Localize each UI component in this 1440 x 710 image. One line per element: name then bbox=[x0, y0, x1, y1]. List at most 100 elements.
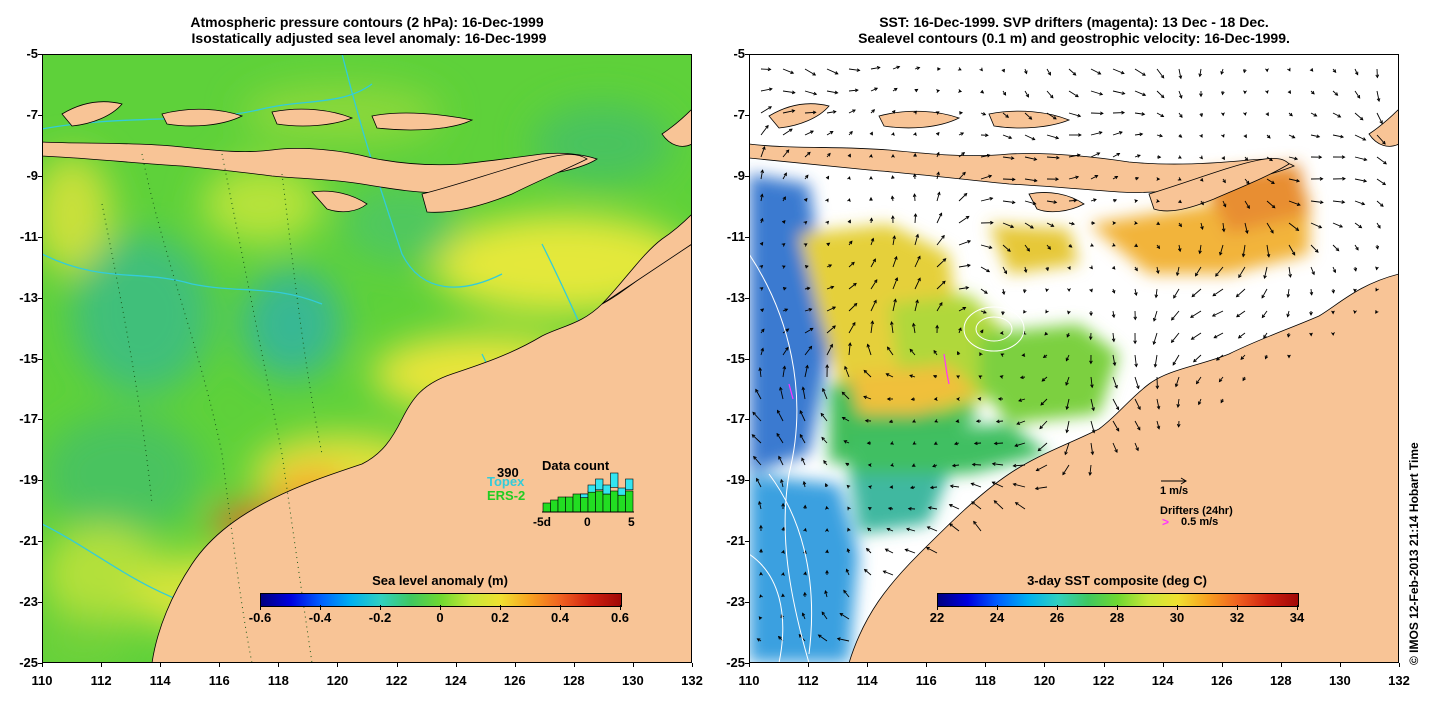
velocity-arrow-head bbox=[785, 149, 790, 154]
velocity-arrow-head bbox=[1311, 271, 1315, 276]
velocity-arrow-head bbox=[1242, 69, 1247, 74]
lat-tick-mark bbox=[745, 297, 749, 299]
velocity-arrow bbox=[973, 521, 982, 532]
velocity-arrow-head bbox=[932, 463, 937, 468]
velocity-arrow-head bbox=[1111, 265, 1116, 270]
velocity-arrow bbox=[804, 328, 814, 334]
velocity-arrow bbox=[760, 194, 763, 202]
velocity-arrow bbox=[1376, 222, 1381, 229]
colorbar-tick-label: 0.4 bbox=[550, 610, 570, 625]
velocity-arrow bbox=[1046, 90, 1054, 99]
velocity-arrow-head bbox=[824, 589, 828, 595]
velocity-arrow bbox=[870, 279, 878, 290]
velocity-arrow-head bbox=[1173, 294, 1177, 299]
velocity-arrow-head bbox=[1091, 429, 1096, 434]
velocity-arrow-head bbox=[986, 153, 991, 158]
velocity-arrow-head bbox=[904, 548, 909, 552]
velocity-arrow-head bbox=[882, 570, 887, 574]
colorbar-tick-mark bbox=[380, 605, 381, 610]
velocity-arrow-head bbox=[1178, 75, 1183, 80]
map-frame bbox=[749, 54, 1399, 663]
velocity-arrow-head bbox=[1375, 310, 1379, 314]
lat-tick-mark bbox=[745, 663, 749, 664]
colorbar-tick-mark bbox=[320, 605, 321, 610]
velocity-arrow-head bbox=[915, 299, 919, 304]
velocity-arrow bbox=[848, 343, 851, 356]
velocity-arrow-head bbox=[1116, 152, 1121, 157]
velocity-arrow bbox=[1068, 176, 1079, 180]
velocity-arrow-head bbox=[1156, 425, 1161, 430]
velocity-arrow-head bbox=[1152, 341, 1157, 345]
lon-tick-mark bbox=[219, 663, 221, 667]
velocity-arrow bbox=[1156, 90, 1165, 98]
velocity-arrow bbox=[826, 325, 836, 334]
velocity-arrow bbox=[1176, 266, 1180, 276]
velocity-arrow-head bbox=[1178, 134, 1183, 138]
velocity-arrow bbox=[870, 258, 876, 268]
velocity-arrow-head bbox=[1264, 355, 1269, 360]
velocity-arrow-head bbox=[1135, 176, 1140, 181]
velocity-arrow-head bbox=[958, 327, 962, 332]
colorbar-tick-mark bbox=[1057, 605, 1058, 610]
velocity-arrow-head bbox=[1218, 378, 1223, 383]
velocity-arrow-head bbox=[809, 327, 814, 332]
velocity-arrow-head bbox=[847, 198, 851, 202]
velocity-arrow bbox=[821, 611, 828, 620]
drifter-legend-speed: 0.5 m/s bbox=[1181, 516, 1219, 528]
velocity-arrow-head bbox=[980, 90, 985, 94]
velocity-arrow-head bbox=[1265, 68, 1269, 73]
velocity-arrow bbox=[782, 68, 794, 74]
velocity-arrow-head bbox=[989, 196, 994, 201]
velocity-arrow bbox=[804, 68, 816, 76]
velocity-arrow-head bbox=[817, 634, 822, 638]
velocity-arrow-head bbox=[1114, 449, 1118, 454]
velocity-arrow bbox=[1171, 332, 1180, 343]
velocity-arrow-head bbox=[1001, 291, 1006, 296]
velocity-arrow bbox=[870, 66, 880, 70]
velocity-arrow-head bbox=[1331, 289, 1336, 294]
velocity-arrow bbox=[1244, 200, 1250, 209]
velocity-arrow bbox=[892, 236, 896, 246]
velocity-arrow-head bbox=[1287, 90, 1292, 94]
velocity-arrow-head bbox=[803, 220, 808, 225]
land-masses bbox=[42, 101, 692, 663]
velocity-arrow-head bbox=[938, 212, 943, 217]
velocity-arrow-head bbox=[1246, 180, 1250, 185]
velocity-arrow bbox=[958, 287, 969, 290]
velocity-arrow bbox=[1287, 288, 1290, 298]
colorbar-tick-label: 24 bbox=[989, 610, 1005, 625]
velocity-arrow-head bbox=[988, 245, 993, 250]
velocity-arrow-head bbox=[891, 109, 896, 114]
velocity-arrow-head bbox=[1235, 293, 1240, 298]
velocity-arrow-head bbox=[1112, 221, 1117, 225]
velocity-arrow-head bbox=[1073, 198, 1078, 203]
velocity-arrow bbox=[1002, 266, 1007, 274]
velocity-arrow-head bbox=[965, 286, 970, 290]
sea-level-anomaly-map bbox=[42, 54, 692, 663]
velocity-arrow-head bbox=[1266, 134, 1271, 139]
velocity-arrow-head bbox=[808, 307, 813, 312]
sst-map bbox=[749, 54, 1399, 663]
velocity-arrow-head bbox=[1091, 221, 1096, 225]
sst-field bbox=[749, 164, 1309, 663]
velocity-arrow-head bbox=[1014, 502, 1019, 506]
velocity-arrow-head bbox=[892, 235, 896, 240]
velocity-arrow-head bbox=[891, 215, 895, 219]
velocity-arrow-head bbox=[1142, 72, 1146, 76]
velocity-arrow bbox=[1266, 156, 1273, 161]
velocity-arrow-head bbox=[751, 434, 756, 438]
velocity-arrow bbox=[822, 388, 828, 400]
velocity-arrow-head bbox=[1286, 294, 1291, 298]
lat-tick-mark bbox=[38, 541, 42, 543]
velocity-arrow-head bbox=[886, 527, 891, 532]
velocity-arrow-head bbox=[1198, 250, 1202, 255]
velocity-arrow bbox=[780, 479, 784, 488]
velocity-arrow-head bbox=[1157, 155, 1162, 159]
velocity-arrow bbox=[958, 152, 965, 158]
velocity-arrow bbox=[958, 240, 971, 246]
velocity-arrow bbox=[843, 590, 850, 598]
velocity-arrow bbox=[753, 456, 762, 466]
velocity-arrow bbox=[958, 216, 970, 224]
velocity-arrow-head bbox=[890, 441, 894, 445]
lat-tick-label: -9 bbox=[733, 167, 745, 183]
